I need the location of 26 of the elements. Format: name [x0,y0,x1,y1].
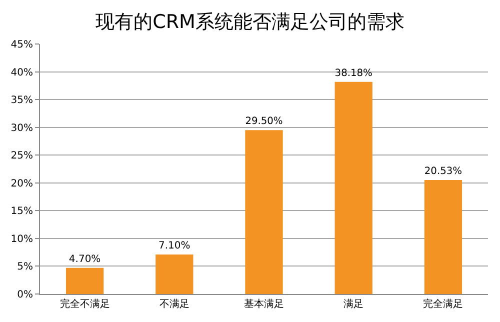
bar [245,130,283,294]
bar [334,82,372,294]
y-tick-label: 40% [10,67,33,78]
y-tick-label: 45% [10,40,33,50]
y-tick-label: 35% [10,95,33,106]
y-tick-label: 5% [17,262,33,273]
data-label: 29.50% [245,116,283,128]
y-tick-label: 10% [10,234,33,245]
data-label: 4.70% [68,254,101,265]
data-label: 38.18% [334,68,372,79]
bar [156,254,194,294]
x-tick-label: 满足 [344,298,364,310]
y-tick-label: 25% [10,150,33,162]
x-tick-label: 完全满足 [423,298,464,310]
y-tick-label: 15% [10,206,33,218]
y-tick-label: 30% [10,122,33,134]
bar [66,268,104,294]
y-tick-label: 0% [17,290,33,300]
chart-title: 现有的CRM系统能否满足公司的需求 [96,10,404,33]
x-tick-label: 不满足 [159,298,190,310]
x-tick-label: 基本满足 [244,298,284,310]
x-tick-label: 完全不满足 [60,298,110,310]
data-label: 7.10% [158,240,190,252]
bar [424,180,462,294]
y-tick-label: 20% [10,178,33,190]
data-label: 20.53% [424,166,462,177]
